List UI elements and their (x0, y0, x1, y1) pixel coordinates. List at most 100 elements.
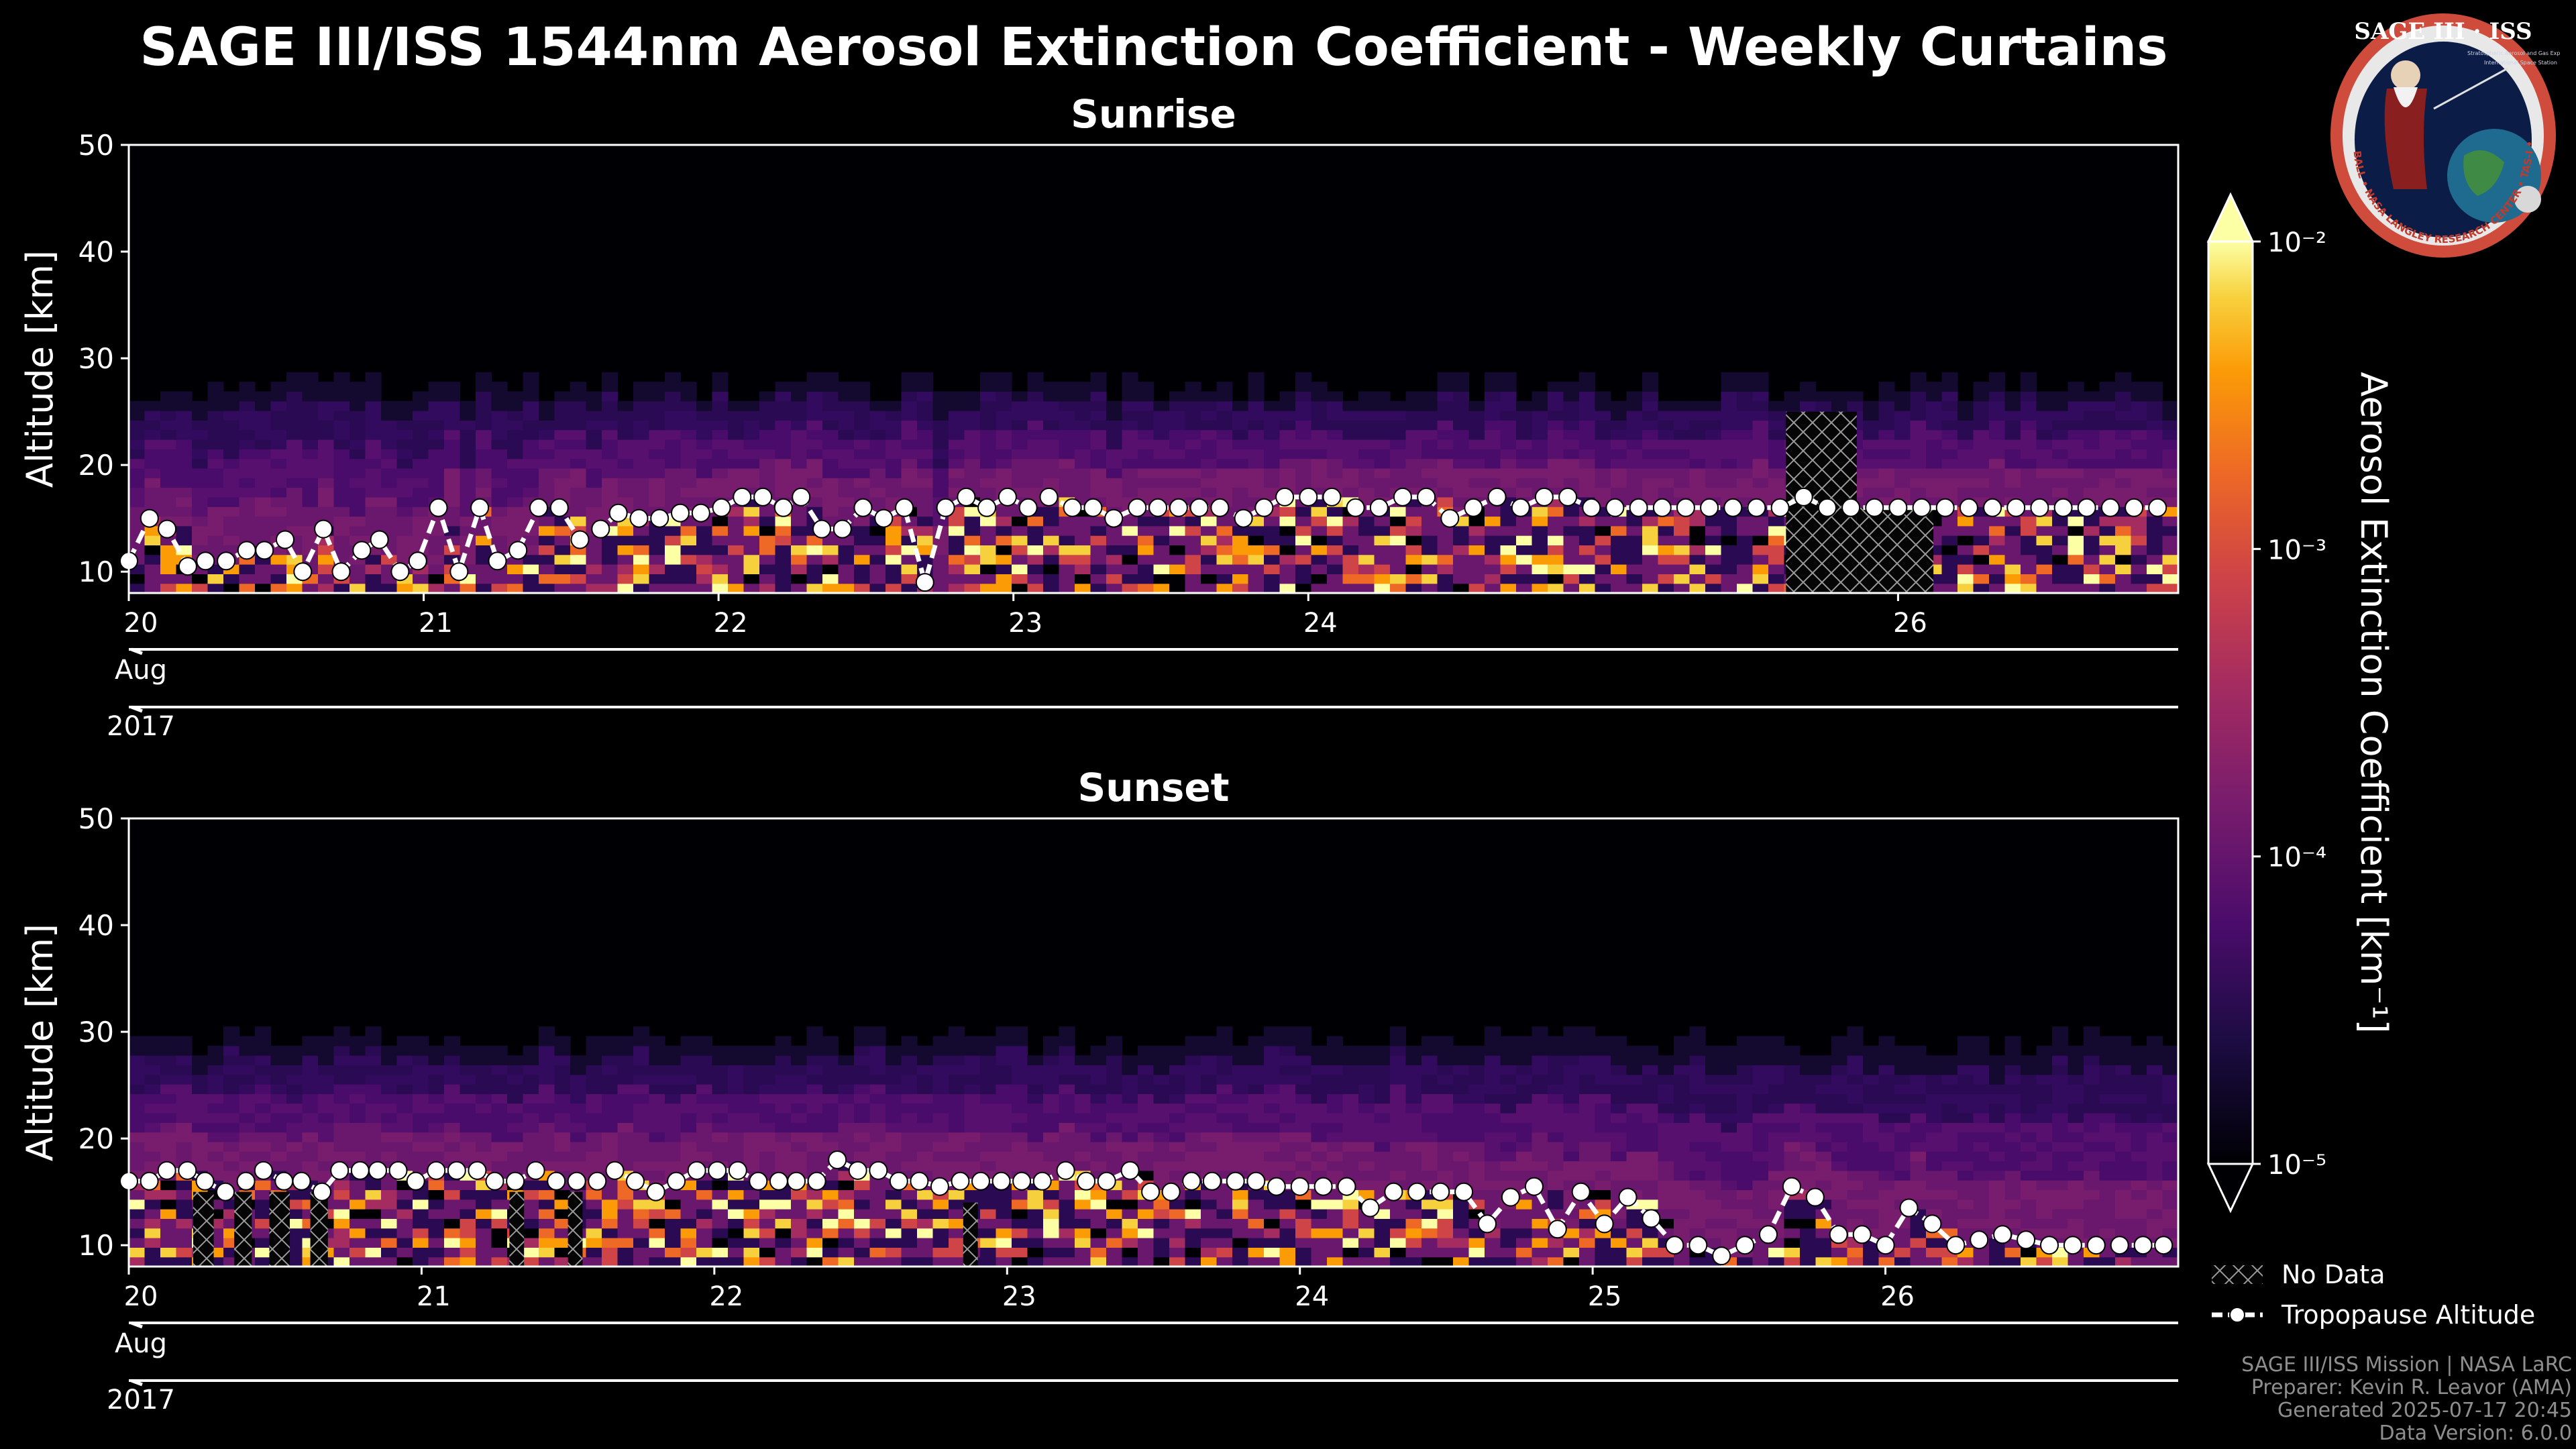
curtain-cell (270, 439, 287, 449)
curtain-cell (1989, 525, 2006, 536)
curtain-cell (649, 487, 665, 498)
curtain-cell (885, 1074, 902, 1085)
tropopause-point (915, 573, 934, 592)
curtain-cell (1106, 468, 1123, 478)
curtain-cell (413, 1122, 429, 1133)
curtain-cell (665, 1218, 682, 1229)
tropopause-point (196, 551, 215, 571)
curtain-cell (428, 1132, 445, 1142)
curtain-cell (696, 1228, 713, 1238)
curtain-cell (1327, 1084, 1344, 1094)
curtain-cell (1642, 429, 1659, 440)
curtain-cell (2099, 429, 2116, 440)
curtain-cell (1279, 1113, 1296, 1123)
curtain-cell (917, 496, 934, 507)
curtain-cell (2021, 420, 2037, 431)
curtain-cell (1279, 574, 1296, 584)
curtain-cell (854, 1189, 871, 1200)
curtain-cell (1311, 400, 1328, 411)
curtain-cell (822, 1084, 839, 1094)
curtain-cell (1548, 429, 1564, 440)
curtain-cell (1169, 1113, 1186, 1123)
curtain-cell (1311, 1256, 1328, 1267)
curtain-cell (286, 1103, 303, 1114)
curtain-cell (964, 1122, 981, 1133)
curtain-cell (1311, 1218, 1328, 1229)
curtain-cell (365, 1189, 382, 1200)
curtain-cell (239, 382, 256, 392)
curtain-cell (2052, 400, 2069, 411)
curtain-cell (901, 1036, 918, 1046)
curtain-cell (2162, 400, 2178, 411)
curtain-cell (791, 1084, 808, 1094)
curtain-cell (192, 496, 209, 507)
curtain-cell (1941, 439, 1958, 449)
curtain-cell (255, 400, 272, 411)
curtain-cell (1437, 458, 1454, 469)
curtain-cell (854, 382, 871, 392)
curtain-cell (586, 564, 602, 574)
curtain-cell (1500, 382, 1517, 392)
curtain-cell (1043, 400, 1060, 411)
curtain-cell (1721, 391, 1737, 402)
curtain-cell (1421, 1055, 1438, 1065)
curtain-cell (869, 1093, 886, 1104)
curtain-cell (428, 1103, 445, 1114)
curtain-cell (1075, 1218, 1091, 1229)
curtain-cell (964, 449, 981, 460)
curtain-cell (523, 420, 539, 431)
curtain-cell (2021, 554, 2037, 565)
curtain-cell (917, 1218, 934, 1229)
curtain-cell (302, 487, 319, 498)
curtain-cell (712, 1256, 729, 1267)
curtain-cell (712, 1199, 729, 1210)
curtain-cell (602, 1036, 619, 1046)
curtain-cell (649, 496, 665, 507)
curtain-cell (822, 439, 839, 449)
curtain-cell (1563, 525, 1580, 536)
curtain-cell (1185, 1084, 1201, 1094)
curtain-cell (539, 1065, 555, 1075)
curtain-cell (2021, 487, 2037, 498)
curtain-cell (1248, 1189, 1265, 1200)
curtain-cell (413, 1141, 429, 1152)
curtain-cell (1973, 516, 1990, 527)
curtain-cell (1957, 535, 1974, 545)
curtain-cell (539, 1103, 555, 1114)
curtain-cell (775, 1218, 792, 1229)
curtain-cell (1043, 391, 1060, 402)
tropopause-point (812, 519, 831, 539)
curtain-cell (255, 439, 272, 449)
curtain-cell (2147, 400, 2163, 411)
curtain-cell (144, 1055, 161, 1065)
curtain-cell (2162, 554, 2178, 565)
curtain-cell (192, 1065, 209, 1075)
x-tick-label: 23 (1008, 608, 1042, 639)
curtain-cell (1122, 429, 1138, 440)
curtain-cell (2004, 458, 2021, 469)
curtain-cell (1611, 439, 1627, 449)
curtain-cell (1295, 1122, 1312, 1133)
curtain-cell (1248, 1113, 1265, 1123)
curtain-cell (255, 1074, 272, 1085)
curtain-cell (838, 429, 855, 440)
curtain-cell (2021, 525, 2037, 536)
curtain-cell (885, 1189, 902, 1200)
curtain-cell (759, 564, 776, 574)
curtain-cell (1926, 429, 1943, 440)
curtain-cell (838, 1074, 855, 1085)
curtain-cell (176, 1065, 193, 1075)
tropopause-point (408, 551, 427, 571)
curtain-cell (1279, 458, 1296, 469)
tropopause-point (1234, 508, 1253, 528)
tropopause-point (429, 498, 448, 517)
curtain-cell (160, 1151, 177, 1162)
tropopause-point (1299, 487, 1318, 506)
curtain-cell (476, 1055, 492, 1065)
curtain-cell (2147, 382, 2163, 392)
tropopause-point (1935, 498, 1955, 517)
curtain-cell (949, 449, 965, 460)
curtain-cell (1185, 1228, 1201, 1238)
curtain-cell (1737, 516, 1754, 527)
curtain-cell (2052, 420, 2069, 431)
